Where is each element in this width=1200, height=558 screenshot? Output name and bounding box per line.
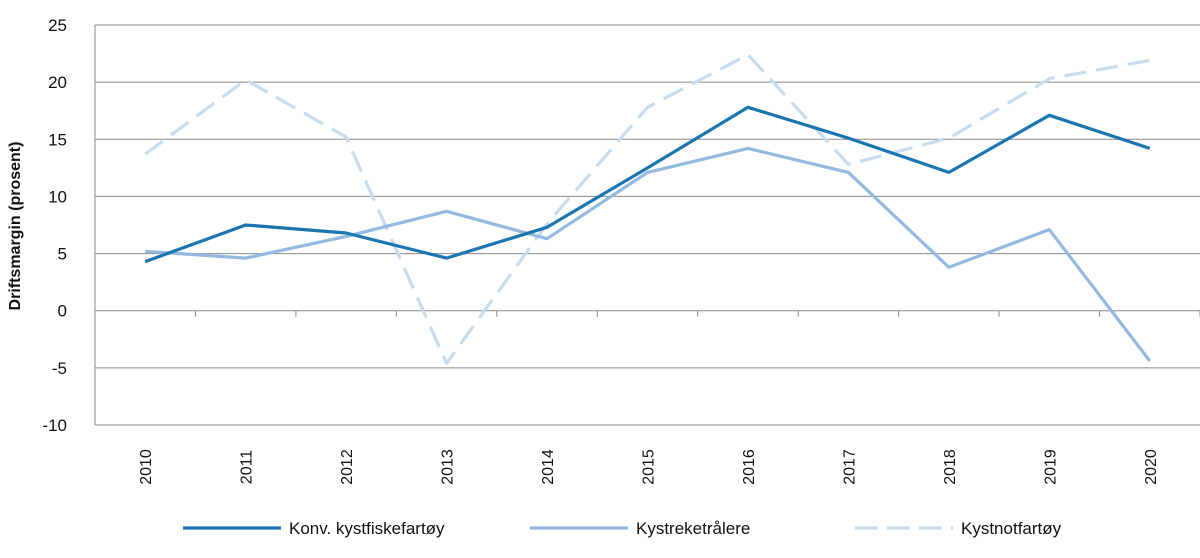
x-tick-label: 2018 <box>942 449 959 485</box>
series-line-1 <box>144 105 1151 264</box>
legend-label-2: Kystreketrålere <box>636 519 750 538</box>
x-tick-label: 2012 <box>339 449 356 485</box>
y-tick-label: 15 <box>48 130 67 149</box>
series-line-3 <box>144 53 1151 365</box>
y-axis-label: Driftsmargin (prosent) <box>7 142 24 311</box>
legend: Konv. kystfiskefartøy Kystreketrålere Kyst… <box>183 519 1062 538</box>
y-tick-label: 20 <box>48 73 67 92</box>
x-tick-label: 2017 <box>841 449 858 485</box>
x-tick-label: 2015 <box>641 449 658 485</box>
grid-lines <box>94 24 1200 426</box>
x-tick-label: 2014 <box>540 449 557 485</box>
x-tick-label: 2013 <box>440 449 457 485</box>
x-tick-label: 2011 <box>239 450 256 485</box>
y-tick-label: 0 <box>58 302 67 321</box>
x-tick-label: 2020 <box>1143 449 1160 485</box>
y-tick-label: 10 <box>48 187 67 206</box>
y-axis-ticks: 25 20 15 10 5 0 -5 -10 <box>42 16 67 435</box>
x-tick-label: 2010 <box>138 449 155 485</box>
legend-label-1: Konv. kystfiskefartøy <box>289 519 445 538</box>
x-tick-label: 2019 <box>1042 449 1059 485</box>
y-tick-label: 5 <box>58 245 67 264</box>
series-lines <box>144 53 1152 365</box>
y-tick-label: 25 <box>48 16 67 35</box>
x-tick-label: 2016 <box>741 449 758 485</box>
y-tick-label: -5 <box>52 359 67 378</box>
series-line-2 <box>145 146 1152 362</box>
legend-label-3: Kystnotfartøy <box>961 519 1062 538</box>
y-tick-label: -10 <box>42 416 67 435</box>
x-axis-ticks: 2010 2011 2012 2013 2014 2015 2016 2017 2018 2019… <box>138 449 1160 485</box>
